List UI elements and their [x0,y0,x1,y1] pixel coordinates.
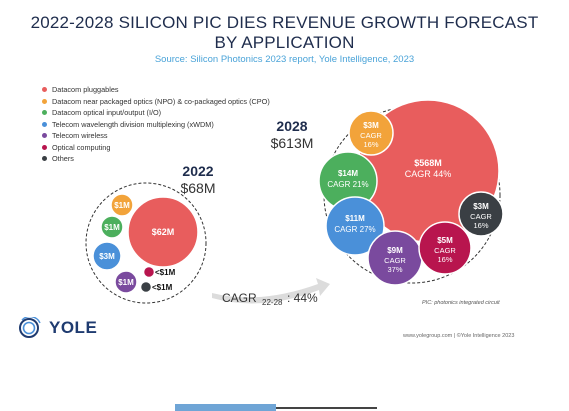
legend-label: Datacom optical input/output (I/O) [52,108,162,118]
bubble-value-label: $62M [152,227,175,237]
legend-item: Datacom near packaged optics (NPO) & co-… [42,96,270,108]
bubble-cagr-label: 16% [363,140,378,149]
bubble-value-label: <$1M [152,283,173,292]
bubble-value-label: $5M [437,236,453,245]
legend-item: Others [42,153,270,165]
bubble-cagr-label: CAGR [470,212,492,221]
bubble-value-label: $3M [363,121,379,130]
yole-logo-icon [19,317,41,338]
legend-swatch [42,133,47,139]
legend-swatch [42,121,47,127]
legend-label: Datacom pluggables [52,85,119,95]
bubble-cagr-label: 16% [437,255,452,264]
legend-item: Optical computing [42,142,270,154]
legend-swatch [42,87,47,93]
bubble [458,191,504,237]
legend-item: Telecom wavelength division multiplexing… [42,119,270,131]
bubble [110,193,134,217]
bubble-group-outline [85,182,207,304]
bubble [325,196,385,256]
bubble-cagr-label: CAGR [360,131,382,140]
bubble-cagr-label: CAGR [384,256,406,265]
bubble-value-label: $9M [387,246,403,255]
bubble [418,221,472,275]
bubble-cagr-label: CAGR [434,246,456,255]
year-label: 2028 [276,118,307,134]
bubble-value-label: $1M [104,223,120,232]
legend-item: Datacom optical input/output (I/O) [42,107,270,119]
bubble-cagr-label: CAGR 44% [405,169,452,179]
legend-swatch [42,110,47,116]
credit-line: www.yolegroup.com | ©Yole Intelligence 2… [403,333,515,339]
footer-accent-bar [175,404,276,411]
bubble-value-label: $3M [473,202,489,211]
legend-swatch [42,98,47,104]
yole-logo: YOLE [18,317,97,339]
legend-label: Telecom wireless [52,131,108,141]
year-label: 2022 [182,163,213,179]
bubble [139,280,153,294]
bubble [114,270,138,294]
growth-arrow-shape [212,278,330,304]
legend-label: Datacom near packaged optics (NPO) & co-… [52,96,270,106]
chart-source: Source: Silicon Photonics 2023 report, Y… [154,54,415,65]
legend-label: Telecom wavelength division multiplexing… [52,119,214,129]
bubble-value-label: $14M [338,169,358,178]
bubble-value-label: $568M [414,158,442,168]
bubble [127,196,199,268]
legend-swatch [42,156,47,162]
overall-cagr-prefix: CAGR [222,291,257,305]
bubble-value-label: $3M [99,252,115,261]
bubble-value-label: $1M [114,201,130,210]
legend-swatch [42,144,47,150]
legend: Datacom pluggables Datacom near packaged … [42,84,270,165]
footnote: PIC: photonics integrated circuit [422,300,500,306]
legend-label: Optical computing [52,142,111,152]
bubble-cagr-label: 16% [473,221,488,230]
yole-logo-text: YOLE [49,318,98,337]
legend-item: Datacom pluggables [42,84,270,96]
bubble-cagr-label: CAGR 21% [327,180,368,189]
overall-cagr-period: 22-28 [262,298,283,307]
bubble [100,215,124,239]
footer-divider-bar [276,407,377,409]
overall-cagr-value: : 44% [287,291,318,305]
chart-title-line-2: BY APPLICATION [214,33,355,52]
total-label: $613M [271,135,314,151]
chart-title-line-1: 2022-2028 SILICON PIC DIES REVENUE GROWT… [30,13,539,32]
bubble-value-label: <$1M [155,268,176,277]
total-label: $68M [180,180,215,196]
bubble-value-label: $1M [118,278,134,287]
growth-arrow [212,278,330,304]
bubble-cagr-label: CAGR 27% [334,225,375,234]
legend-label: Others [52,154,74,164]
bubble [348,110,394,156]
bubble-cagr-label: 37% [387,265,402,274]
legend-item: Telecom wireless [42,130,270,142]
bubble [142,265,156,279]
bubble-value-label: $11M [345,214,365,223]
bubble [92,241,122,271]
